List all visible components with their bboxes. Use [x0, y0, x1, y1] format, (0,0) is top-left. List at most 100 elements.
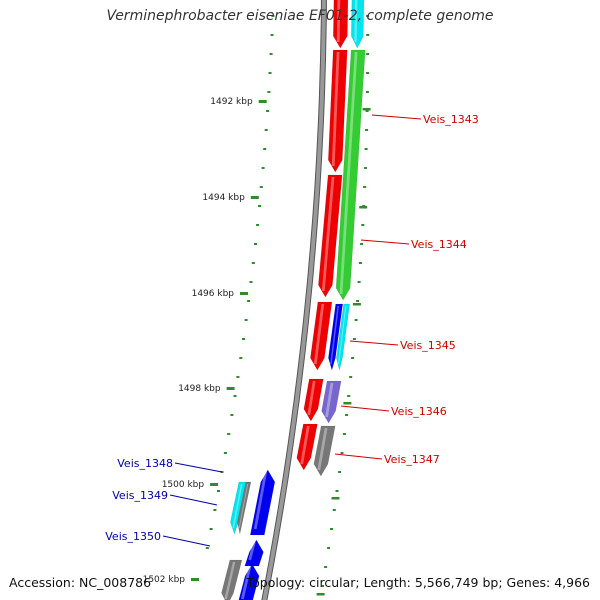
- gene-gray: [237, 481, 252, 535]
- genome-title: Verminephrobacter eiseniae EF01-2, compl…: [106, 8, 494, 24]
- scale-tick: [210, 483, 219, 486]
- gene-label-veis-1348: Veis_1348: [117, 457, 173, 470]
- gene-label-veis-1344: Veis_1344: [411, 238, 467, 251]
- scale-dot: [239, 357, 243, 359]
- outer-dot: [366, 34, 370, 36]
- gene-leader-line: [371, 114, 422, 120]
- gene-gray-shine: [317, 427, 328, 471]
- outer-dot: [340, 452, 344, 454]
- gene-red-shine: [321, 176, 335, 292]
- scale-dot: [213, 509, 217, 511]
- scale-dot: [217, 490, 220, 492]
- outer-dot: [338, 471, 342, 473]
- outer-dot: [363, 186, 367, 188]
- gene-red-shine: [313, 303, 325, 365]
- gene-cyan: [336, 303, 351, 371]
- scale-label: 1500 kbp: [162, 480, 205, 490]
- scale-dot: [249, 281, 253, 283]
- gene-red: [296, 423, 318, 471]
- gene-gray: [221, 559, 243, 600]
- scale-label: 1494 kbp: [202, 193, 245, 203]
- gene-blue: [328, 303, 344, 372]
- outer-dot: [321, 585, 324, 587]
- gene-red-shine: [300, 425, 310, 465]
- outer-dot: [347, 395, 351, 397]
- gene-blue-shine: [241, 565, 252, 600]
- scale-label: 1496 kbp: [192, 289, 235, 299]
- outer-dot: [324, 566, 328, 568]
- gene-leader-line: [169, 494, 218, 506]
- gene-label-veis-1350: Veis_1350: [105, 530, 161, 543]
- gene-green: [335, 49, 366, 301]
- scale-label: 1492 kbp: [210, 97, 253, 107]
- gene-label-veis-1346: Veis_1346: [391, 405, 447, 418]
- outer-dot: [354, 319, 358, 321]
- scale-dot: [254, 243, 257, 245]
- outer-tick: [362, 108, 371, 111]
- scale-tick: [258, 100, 267, 103]
- outer-dot: [351, 357, 355, 359]
- gene-cyan: [230, 481, 248, 535]
- scale-tick: [191, 578, 199, 581]
- gene-red: [332, 0, 349, 49]
- outer-dot: [363, 167, 367, 169]
- scale-dot: [223, 452, 227, 454]
- scale-dot: [233, 395, 237, 397]
- outer-tick: [352, 303, 361, 306]
- scale-dot: [209, 528, 213, 530]
- outer-dot: [335, 490, 339, 492]
- gene-leader-line: [349, 340, 399, 346]
- outer-dot: [365, 110, 369, 112]
- accession-label: Accession: NC_008786: [9, 575, 152, 590]
- gene-red: [327, 49, 348, 173]
- scale-dot: [227, 433, 231, 435]
- genome-summary-label: Topology: circular; Length: 5,566,749 bp…: [246, 575, 590, 590]
- scale-dot: [256, 224, 260, 226]
- gene-label-veis-1345: Veis_1345: [400, 339, 456, 352]
- scale-dot: [259, 186, 263, 188]
- gene-leader-line: [334, 453, 383, 460]
- gene-purple: [321, 380, 342, 424]
- outer-dot: [345, 414, 349, 416]
- outer-dot: [365, 129, 369, 131]
- gene-red: [318, 174, 343, 298]
- outer-tick: [359, 206, 368, 209]
- gene-cyan-shine: [337, 305, 347, 365]
- outer-dot: [360, 243, 364, 245]
- gene-red-shine: [336, 0, 341, 43]
- gene-gray-shine: [224, 561, 236, 600]
- outer-tick: [343, 402, 352, 405]
- outer-dot: [349, 376, 353, 378]
- scale-label: 1498 kbp: [178, 384, 221, 394]
- scale-dot: [230, 414, 234, 416]
- gene-label-veis-1349: Veis_1349: [112, 489, 168, 502]
- scale-dot: [244, 319, 248, 321]
- gene-leader-line: [360, 239, 410, 245]
- gene-gray-shine: [238, 483, 249, 529]
- outer-dot: [366, 53, 370, 55]
- backbone: [262, 0, 326, 600]
- outer-dot: [332, 509, 336, 511]
- scale-dot: [261, 167, 265, 169]
- scale-label: 1502 kbp: [143, 575, 186, 585]
- gene-label-veis-1347: Veis_1347: [384, 453, 440, 466]
- outer-tick: [316, 593, 325, 596]
- backbone-shadow: [261, 0, 327, 600]
- outer-dot: [356, 300, 360, 302]
- gene-leader-line: [174, 462, 223, 473]
- scale-dot: [271, 15, 275, 17]
- scale-dot: [263, 148, 267, 150]
- outer-dot: [358, 262, 362, 264]
- gene-red-shine: [331, 51, 340, 167]
- gene-red-shine: [307, 380, 316, 416]
- scale-tick: [226, 387, 235, 390]
- scale-dot: [236, 376, 240, 378]
- outer-dot: [330, 528, 333, 530]
- gene-label-veis-1343: Veis_1343: [423, 113, 479, 126]
- gene-red: [303, 378, 324, 422]
- gene-blue: [249, 469, 276, 536]
- scale-dot: [264, 129, 268, 131]
- gene-cyan-shine: [232, 483, 243, 529]
- outer-dot: [366, 15, 370, 17]
- gene-gray: [313, 425, 336, 477]
